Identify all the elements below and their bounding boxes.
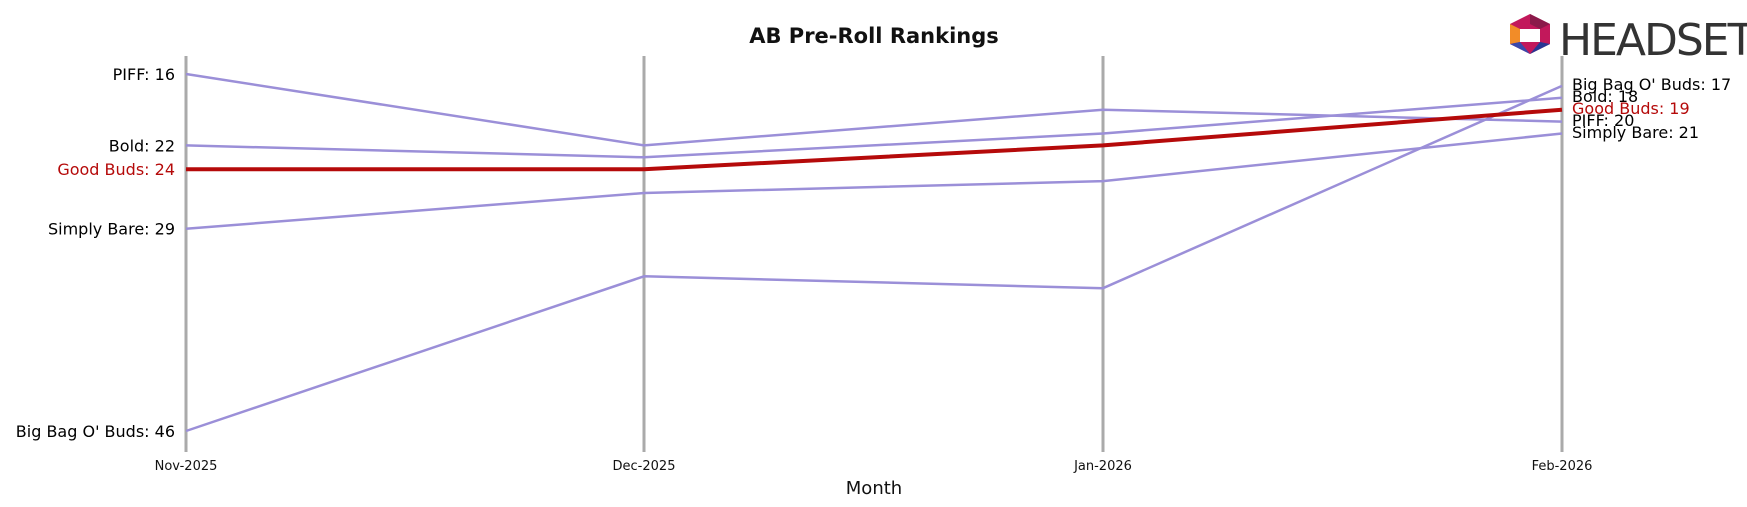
series-line-simply-bare <box>185 132 1563 230</box>
headset-logo: HEADSET <box>1510 14 1747 66</box>
x-tick-nov-2025: Nov-2025 <box>155 459 218 474</box>
start-label-good-buds: Good Buds: 24 <box>57 160 175 179</box>
end-label-big-bag-o-buds: Big Bag O' Buds: 17 <box>1572 75 1731 94</box>
chart-title: AB Pre-Roll Rankings <box>749 24 999 48</box>
start-label-big-bag-o-buds: Big Bag O' Buds: 46 <box>16 422 175 441</box>
series-lines <box>185 72 1563 433</box>
x-axis-label: Month <box>846 478 902 499</box>
series-line-bold <box>185 96 1563 159</box>
x-tick-feb-2026: Feb-2026 <box>1532 459 1593 474</box>
month-gridlines <box>184 56 1564 452</box>
start-label-piff: PIFF: 16 <box>113 65 175 84</box>
end-label-good-buds: Good Buds: 19 <box>1572 99 1690 118</box>
series-line-good-buds <box>186 107 1563 172</box>
headset-logo-text: HEADSET <box>1559 15 1747 66</box>
x-tick-jan-2026: Jan-2026 <box>1073 459 1132 474</box>
series-line-big-bag-o-buds <box>185 84 1563 433</box>
end-label-piff: PIFF: 20 <box>1572 111 1634 130</box>
headset-logo-icon <box>1510 14 1550 54</box>
start-label-bold: Bold: 22 <box>109 136 175 155</box>
start-label-simply-bare: Simply Bare: 29 <box>48 220 175 239</box>
x-axis-ticks: Nov-2025 Dec-2025 Jan-2026 Feb-2026 <box>155 459 1593 474</box>
end-label-simply-bare: Simply Bare: 21 <box>1572 123 1699 142</box>
series-labels: PIFF: 16 PIFF: 20 Bold: 22 Bold: 18 Simply B… <box>16 65 1731 441</box>
series-line-piff <box>185 72 1563 147</box>
x-tick-dec-2025: Dec-2025 <box>613 459 676 474</box>
end-label-bold: Bold: 18 <box>1572 87 1638 106</box>
